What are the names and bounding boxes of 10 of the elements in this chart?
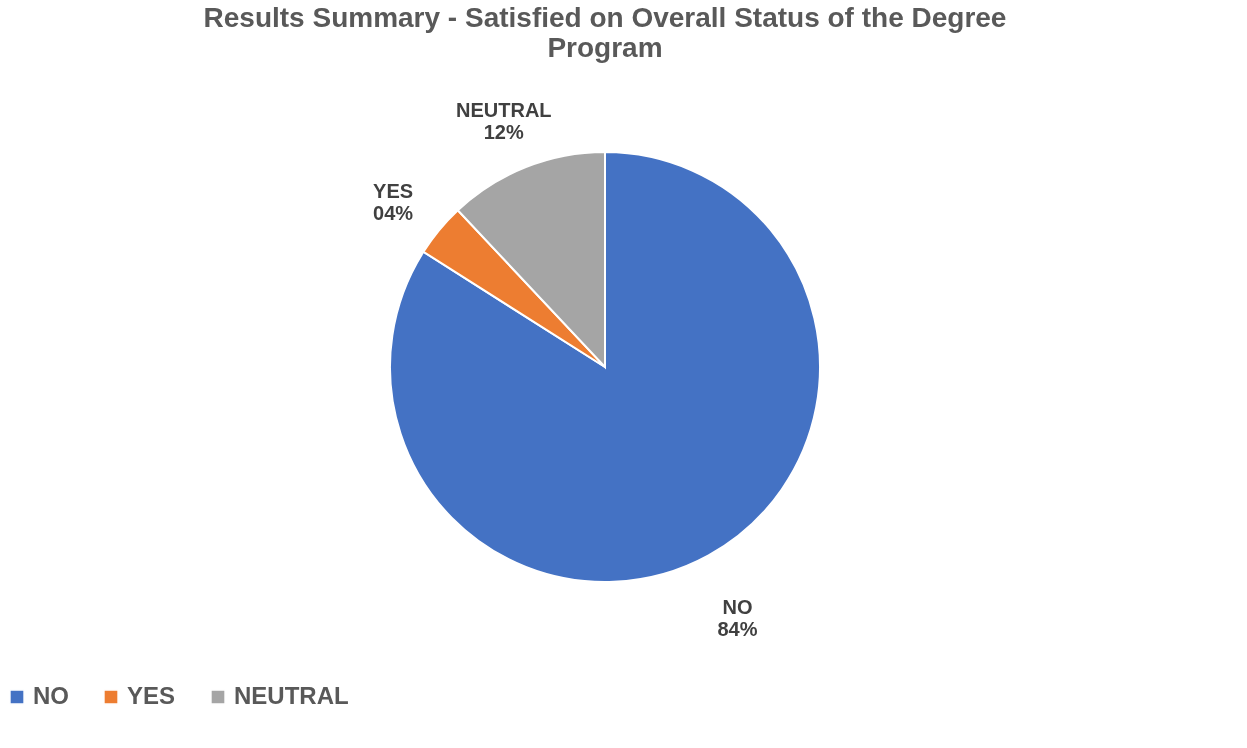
slice-label: NEUTRAL xyxy=(455,99,552,122)
legend-label: YES xyxy=(127,682,176,709)
legend-label: NO xyxy=(33,682,69,709)
data-label: 84% xyxy=(717,617,758,640)
legend-label: NEUTRAL xyxy=(234,682,349,709)
slice-label: NO xyxy=(722,595,753,618)
chart-title: Results Summary - Satisfied on Overall Status of the Degree Program xyxy=(203,2,1007,63)
data-label: 12% xyxy=(483,121,524,144)
data-label: 04% xyxy=(373,201,414,224)
slice-label: YES xyxy=(373,179,414,202)
